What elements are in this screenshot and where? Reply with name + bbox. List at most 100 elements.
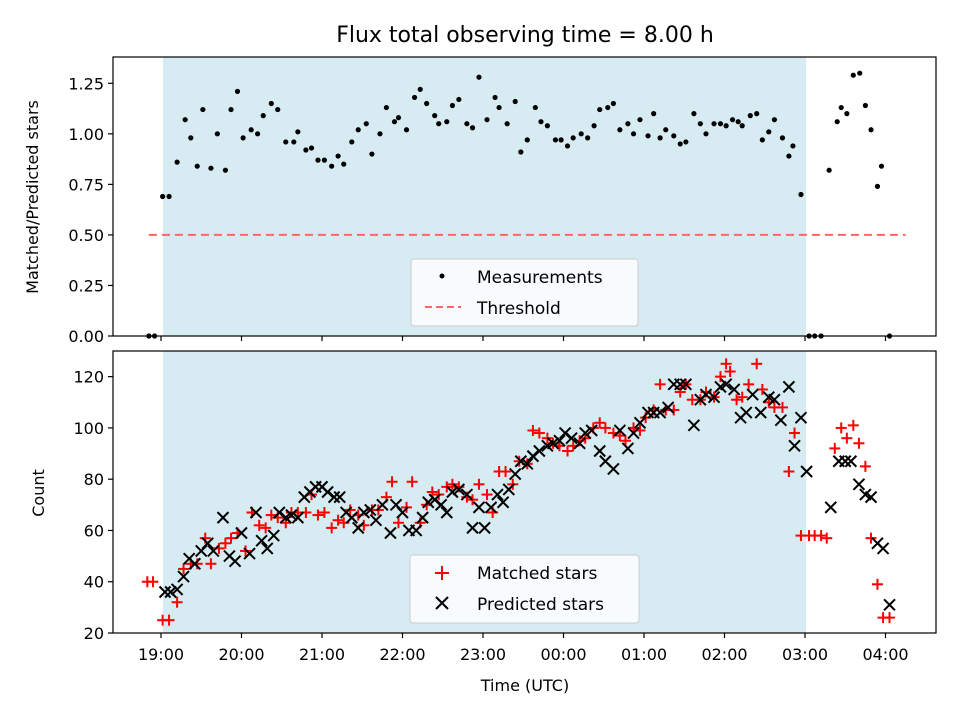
legend-threshold-label: Threshold	[476, 299, 561, 319]
predicted-star-point	[345, 511, 358, 524]
predicted-star-point	[466, 521, 479, 535]
bottom-panel: 20 40 60 80 100 120 19:00 20:00 21:00 22:00 23:00…	[29, 350, 937, 695]
predicted-star-point	[267, 529, 280, 542]
matched-star-point	[481, 489, 493, 501]
predicted-star-point	[460, 488, 474, 501]
matched-star-point	[853, 437, 865, 449]
measurement-point	[275, 106, 281, 113]
measurement-point	[838, 104, 844, 111]
x-tick-label: 01:00	[621, 645, 667, 664]
measurement-point	[850, 72, 856, 78]
matched-star-point	[614, 430, 626, 442]
measurement-point	[417, 86, 423, 92]
measurement-point	[496, 104, 502, 111]
bottom-x-axis-ticks: 19:00 20:00 21:00 22:00 23:00 00:00 01:00 02:00…	[138, 633, 909, 664]
measurement-point	[369, 151, 375, 157]
predicted-star-point	[674, 378, 687, 391]
matched-star-point	[500, 465, 512, 477]
measurement-point	[552, 137, 559, 143]
top-legend: Measurements Threshold	[410, 258, 639, 327]
measurement-point	[605, 104, 611, 111]
y-tick-label: 1.25	[68, 74, 104, 93]
matched-star-point	[533, 427, 545, 439]
measurement-point	[717, 121, 724, 127]
measurement-point	[295, 129, 301, 135]
matched-star-point	[599, 422, 611, 434]
measurement-point	[188, 135, 194, 141]
y-tick-label: 0.75	[68, 175, 104, 194]
top-x-axis-ticks	[160, 336, 887, 341]
measurement-point	[786, 153, 792, 159]
matched-star-point	[871, 578, 883, 590]
measurement-point	[234, 88, 241, 94]
predicted-star-point	[496, 496, 510, 509]
y-tick-label: 40	[84, 573, 104, 592]
measurement-point	[538, 119, 544, 125]
measurement-point	[790, 143, 796, 149]
x-tick-label: 03:00	[782, 645, 828, 664]
top-legend-box	[410, 258, 639, 327]
y-tick-label: 0.00	[68, 327, 104, 346]
predicted-star-point	[243, 547, 256, 560]
y-tick-label: 1.00	[68, 125, 104, 144]
predicted-star-point	[285, 508, 298, 522]
predicted-star-point	[201, 537, 214, 550]
y-tick-label: 120	[73, 368, 104, 387]
predicted-star-point	[553, 434, 566, 447]
predicted-star-point	[478, 521, 491, 535]
matched-star-point	[865, 532, 877, 544]
y-tick-label: 20	[84, 624, 104, 643]
matched-star-point	[406, 476, 418, 488]
predicted-star-point	[352, 521, 365, 535]
matched-star-point	[776, 401, 788, 413]
predicted-star-point	[484, 501, 498, 514]
matched-star-point	[344, 504, 356, 516]
measurement-point	[182, 117, 188, 123]
measurement-point	[735, 119, 741, 125]
measurement-point	[166, 193, 172, 200]
predicted-star-point	[502, 483, 515, 496]
measurement-point	[754, 111, 760, 117]
measurement-point	[315, 157, 321, 163]
predicted-star-point	[633, 416, 647, 429]
measurement-point	[862, 102, 868, 109]
predicted-star-point	[333, 490, 346, 504]
matched-star-point	[473, 478, 485, 490]
measurement-point	[874, 183, 881, 189]
measurement-point	[329, 163, 335, 169]
predicted-star-point	[864, 490, 878, 504]
predicted-star-point	[291, 511, 305, 524]
x-tick-label: 23:00	[460, 645, 506, 664]
matched-star-point	[714, 371, 726, 383]
matched-star-point	[163, 614, 175, 626]
predicted-star-point	[876, 542, 890, 555]
predicted-star-point	[514, 455, 528, 468]
measurement-point	[630, 131, 637, 137]
predicted-star-point	[384, 526, 397, 540]
measurement-point	[363, 121, 369, 127]
measurement-point	[564, 143, 571, 149]
measurement-point	[637, 117, 643, 123]
predicted-star-point	[746, 388, 759, 401]
measurement-point	[260, 113, 266, 119]
measurement-point	[524, 137, 530, 143]
measurement-point	[729, 117, 736, 123]
measurement-point	[711, 121, 717, 127]
predicted-star-point	[782, 380, 796, 394]
measurement-point	[739, 123, 745, 129]
matched-star-point	[619, 435, 631, 447]
matched-star-point	[513, 455, 525, 467]
measurement-point	[403, 127, 410, 133]
x-tick-label: 19:00	[138, 645, 184, 664]
predicted-star-point	[754, 406, 767, 419]
measurement-point	[391, 119, 398, 125]
bottom-legend-box	[409, 554, 640, 624]
measurement-point	[432, 113, 438, 119]
measurement-point	[248, 127, 254, 133]
measurement-point	[578, 131, 584, 137]
predicted-star-point	[699, 388, 713, 401]
predicted-star-point	[653, 406, 667, 419]
y-tick-label: 80	[84, 470, 104, 489]
predicted-star-point	[416, 511, 429, 524]
